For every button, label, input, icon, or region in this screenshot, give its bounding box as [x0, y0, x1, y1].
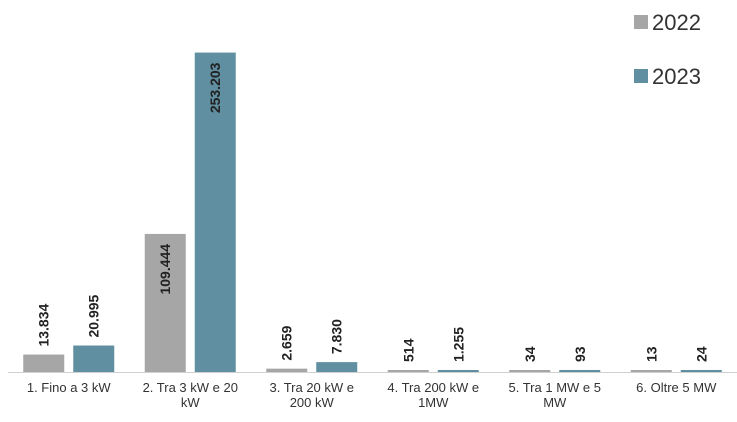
category-label-6: 6. Oltre 5 MW: [636, 380, 717, 395]
bar-2022-cat-6: [630, 370, 672, 372]
value-label-2022-cat-5: 34: [522, 346, 538, 362]
value-label-2022-cat-3: 2.659: [279, 325, 295, 360]
bar-2023-cat-1: [73, 345, 115, 372]
bar-2022-cat-1: [23, 354, 65, 372]
value-label-2023-cat-1: 20.995: [86, 294, 102, 337]
legend: 2022 2023: [634, 10, 701, 89]
value-label-2022-cat-6: 13: [643, 346, 659, 362]
bar-2023-cat-5: [559, 370, 601, 372]
legend-label-2023: 2023: [652, 64, 701, 89]
category-labels-layer: 1. Fino a 3 kW 2. Tra 3 kW e 20 kW 3. Tra 2…: [27, 380, 717, 410]
legend-swatch-2022: [634, 15, 648, 29]
category-label-3: 3. Tra 20 kW e 200 kW: [269, 380, 354, 410]
bar-2022-cat-5: [509, 370, 551, 372]
value-label-2022-cat-4: 514: [400, 338, 416, 362]
bar-2023-cat-2: [194, 52, 236, 372]
bars-layer: [23, 52, 722, 372]
legend-label-2022: 2022: [652, 10, 701, 35]
bar-2023-cat-6: [680, 370, 722, 372]
category-label-5: 5. Tra 1 MW e 5 MW: [509, 380, 601, 410]
legend-swatch-2023: [634, 69, 648, 83]
bar-2023-cat-4: [437, 370, 479, 372]
category-label-4: 4. Tra 200 kW e 1MW: [387, 380, 479, 410]
value-label-2023-cat-5: 93: [572, 346, 588, 362]
value-label-2022-cat-2: 109.444: [157, 244, 173, 295]
bar-2023-cat-3: [316, 362, 358, 372]
value-label-2023-cat-3: 7.830: [329, 319, 345, 354]
category-label-2: 2. Tra 3 kW e 20 kW: [143, 380, 238, 410]
bar-2022-cat-4: [387, 370, 429, 372]
value-label-2023-cat-4: 1.255: [450, 327, 466, 362]
value-label-2023-cat-2: 253.203: [207, 62, 223, 113]
value-labels-layer: 13.834 20.995 109.444 253.203 2.659 7.830 514 1…: [36, 62, 710, 362]
bar-2022-cat-3: [266, 368, 308, 372]
value-label-2022-cat-1: 13.834: [36, 304, 52, 347]
value-label-2023-cat-6: 24: [693, 346, 709, 362]
category-label-1: 1. Fino a 3 kW: [27, 380, 112, 395]
bar-2022-cat-2: [144, 233, 186, 372]
